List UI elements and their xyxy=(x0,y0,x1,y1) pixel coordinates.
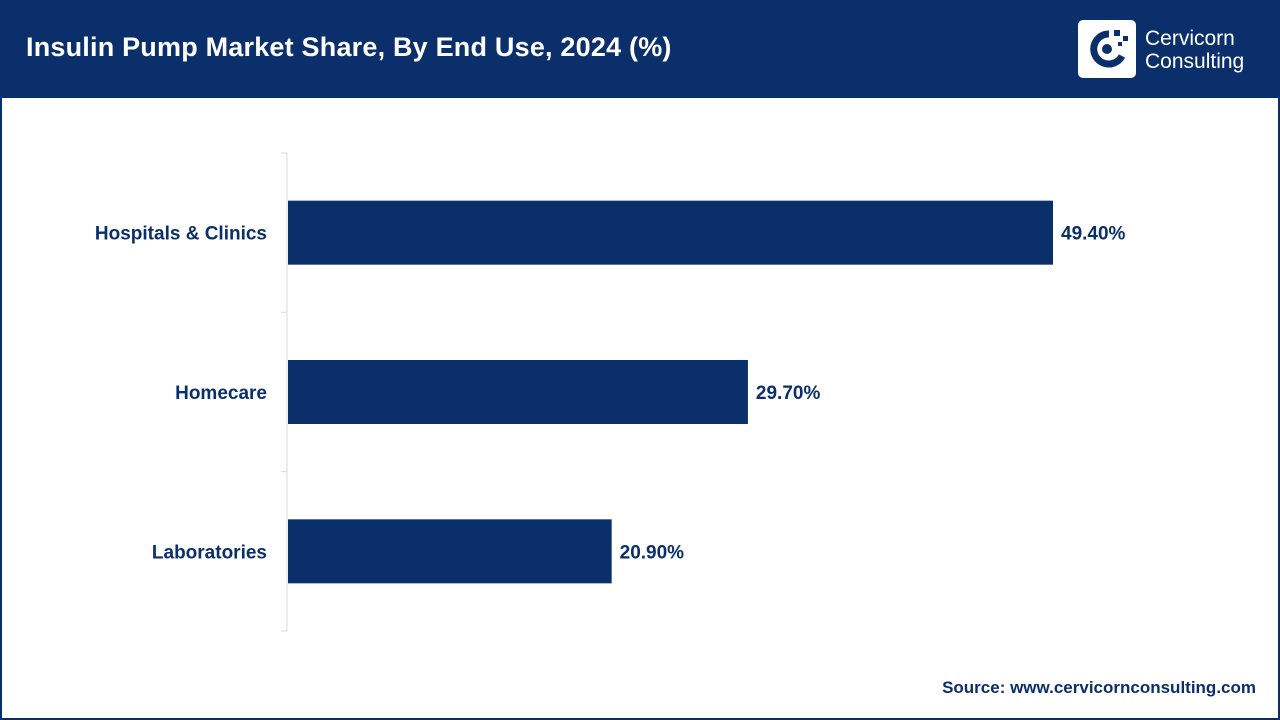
value-label: 49.40% xyxy=(1061,224,1126,245)
category-label: Laboratories xyxy=(152,542,267,563)
category-label: Homecare xyxy=(175,383,267,404)
bar-homecare xyxy=(288,360,748,424)
value-label: 20.90% xyxy=(620,542,685,563)
bar-laboratories xyxy=(288,519,612,584)
value-label: 29.70% xyxy=(756,383,821,404)
logo-icon xyxy=(1078,20,1136,78)
header-bar: Insulin Pump Market Share, By End Use, 2… xyxy=(2,2,1278,98)
logo-text: Cervicorn Consulting xyxy=(1145,27,1244,73)
source-note: Source: www.cervicornconsulting.com xyxy=(942,678,1256,697)
chart-title: Insulin Pump Market Share, By End Use, 2… xyxy=(26,32,672,62)
bar-hospitals-clinics xyxy=(288,200,1053,265)
logo-line-1: Cervicorn xyxy=(1145,27,1235,50)
category-label: Hospitals & Clinics xyxy=(95,224,267,245)
logo-line-2: Consulting xyxy=(1145,50,1245,73)
company-logo: Cervicorn Consulting xyxy=(1078,20,1268,80)
bar-chart: Hospitals & Clinics 49.40% Homecare 29.70% L… xyxy=(95,152,1126,632)
